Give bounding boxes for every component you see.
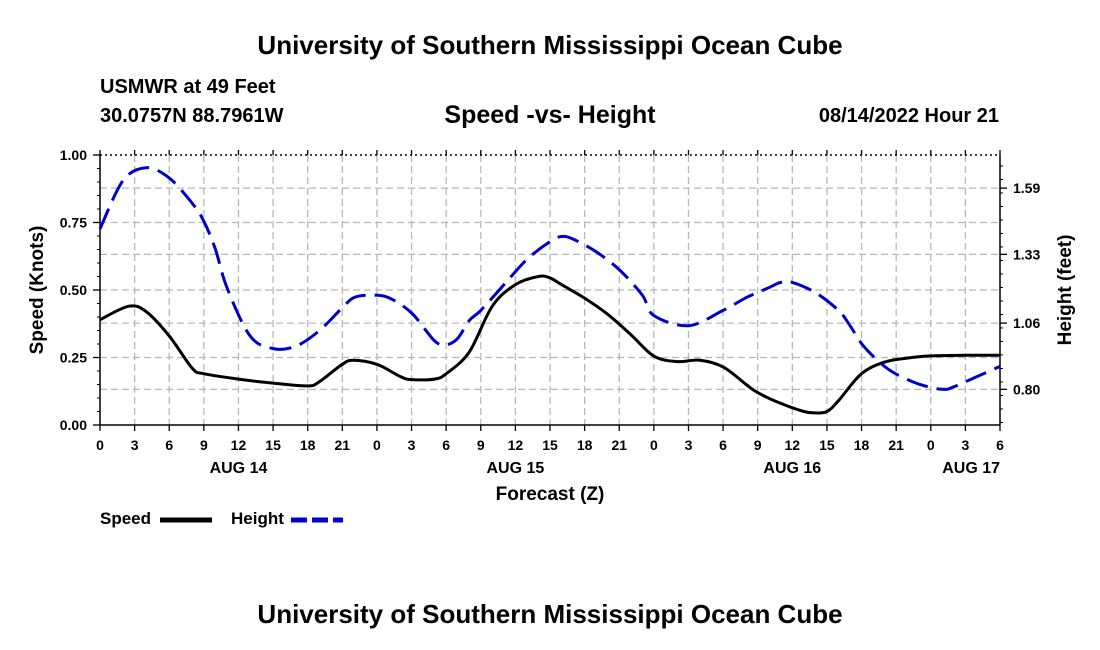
y2-tick-label: 1.33 [1013,246,1040,262]
station-name: USMWR at 49 Feet [100,76,276,98]
x-tick-label: 6 [996,437,1004,453]
y-tick-label: 0.00 [60,417,87,433]
x-tick-label: 0 [373,437,381,453]
footer-title: University of Southern Mississippi Ocean… [257,599,843,629]
date-label: AUG 17 [942,460,1000,477]
x-axis-title: Forecast (Z) [496,484,605,505]
y2-tick-label: 0.80 [1013,381,1040,397]
x-tick-label: 18 [300,437,316,453]
date-label: AUG 16 [763,460,821,477]
series-line-speed [99,274,1000,415]
x-tick-label: 12 [231,437,247,453]
x-tick-label: 12 [508,437,524,453]
chart-subtitle: Speed -vs- Height [444,101,656,129]
y-tick-label: 0.25 [60,350,87,366]
date-label: AUG 15 [486,460,544,477]
x-tick-label: 0 [96,437,104,453]
main-title: University of Southern Mississippi Ocean… [257,30,843,60]
x-tick-label: 3 [131,437,139,453]
x-tick-label: 6 [165,437,173,453]
legend-height-label: Height [231,509,284,528]
grid-lines [100,155,1000,425]
x-tick-label: 15 [542,437,558,453]
x-tick-label: 21 [611,437,627,453]
x-tick-label: 18 [854,437,870,453]
x-tick-label: 21 [888,437,904,453]
x-tick-label: 15 [819,437,835,453]
forecast-time: 08/14/2022 Hour 21 [818,105,999,127]
y-tick-label: 1.00 [60,147,87,163]
x-tick-label: 3 [408,437,416,453]
x-tick-label: 0 [927,437,935,453]
x-tick-label: 0 [650,437,658,453]
date-label: AUG 14 [210,460,268,477]
y-tick-label: 0.50 [60,282,87,298]
y-axis-title: Speed (Knots) [27,226,48,355]
y2-axis-title: Height (feet) [1055,235,1076,346]
x-tick-label: 6 [442,437,450,453]
x-tick-label: 21 [335,437,351,453]
y2-tick-label: 1.06 [1013,315,1040,331]
x-tick-label: 18 [577,437,593,453]
x-tick-label: 12 [785,437,801,453]
y-tick-label: 0.75 [60,215,87,231]
y2-tick-label: 1.59 [1013,180,1040,196]
legend-speed-label: Speed [100,509,152,528]
x-tick-label: 15 [265,437,281,453]
x-tick-label: 9 [200,437,208,453]
x-tick-label: 3 [961,437,969,453]
x-tick-label: 6 [719,437,727,453]
series-line-height [98,166,1001,391]
station-coordinates: 30.0757N 88.7961W [100,105,284,127]
x-tick-label: 9 [754,437,762,453]
x-tick-label: 3 [685,437,693,453]
x-tick-label: 9 [477,437,485,453]
